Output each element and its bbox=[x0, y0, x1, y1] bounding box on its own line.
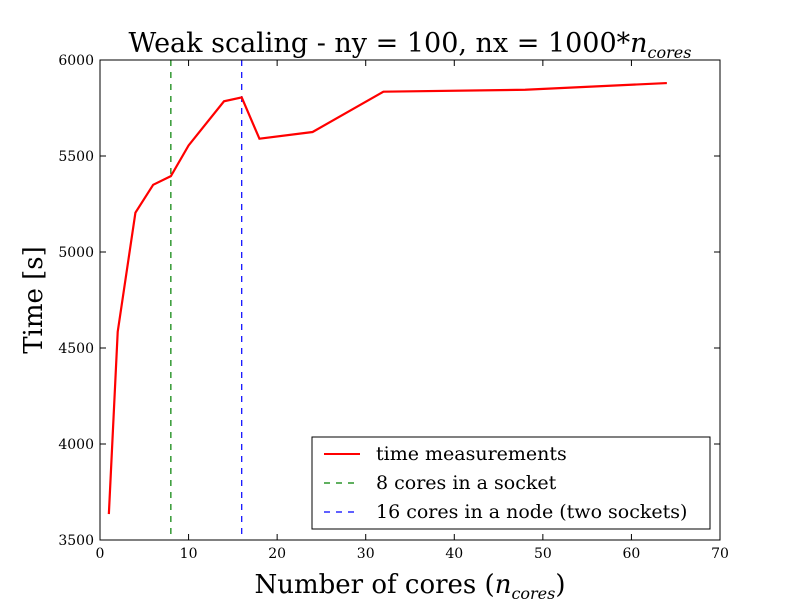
x-axis-ticks: 0 10 20 30 40 50 60 70 bbox=[96, 60, 729, 562]
x-tick-label: 60 bbox=[623, 546, 641, 562]
reference-lines bbox=[170, 60, 243, 540]
y-tick-label: 6000 bbox=[58, 53, 94, 69]
legend: time measurements 8 cores in a socket 16… bbox=[311, 436, 711, 530]
legend-label-node: 16 cores in a node (two sockets) bbox=[376, 501, 687, 523]
legend-label-time-measurements: time measurements bbox=[376, 443, 567, 465]
x-axis-label: Number of cores (ncores) bbox=[254, 570, 565, 600]
axes-frame bbox=[99, 59, 721, 541]
series-layer bbox=[107, 81, 667, 515]
y-axis-ticks: 3500 4000 4500 5000 5500 6000 bbox=[58, 53, 720, 549]
x-tick-label: 50 bbox=[534, 546, 552, 562]
x-tick-label: 40 bbox=[445, 546, 463, 562]
x-tick-label: 70 bbox=[711, 546, 729, 562]
y-tick-label: 4000 bbox=[58, 437, 94, 453]
y-tick-label: 5500 bbox=[58, 149, 94, 165]
y-axis-label: Time [s] bbox=[19, 246, 49, 354]
chart-title: Weak scaling - ny = 100, nx = 1000*ncore… bbox=[129, 28, 692, 62]
legend-box bbox=[311, 436, 711, 530]
x-tick-label: 10 bbox=[180, 546, 198, 562]
y-tick-label: 5000 bbox=[58, 245, 94, 261]
legend-label-socket: 8 cores in a socket bbox=[376, 472, 557, 494]
x-tick-label: 20 bbox=[268, 546, 286, 562]
y-tick-label: 3500 bbox=[58, 533, 94, 549]
x-tick-label: 0 bbox=[96, 546, 105, 562]
x-tick-label: 30 bbox=[357, 546, 375, 562]
y-tick-label: 4500 bbox=[58, 341, 94, 357]
